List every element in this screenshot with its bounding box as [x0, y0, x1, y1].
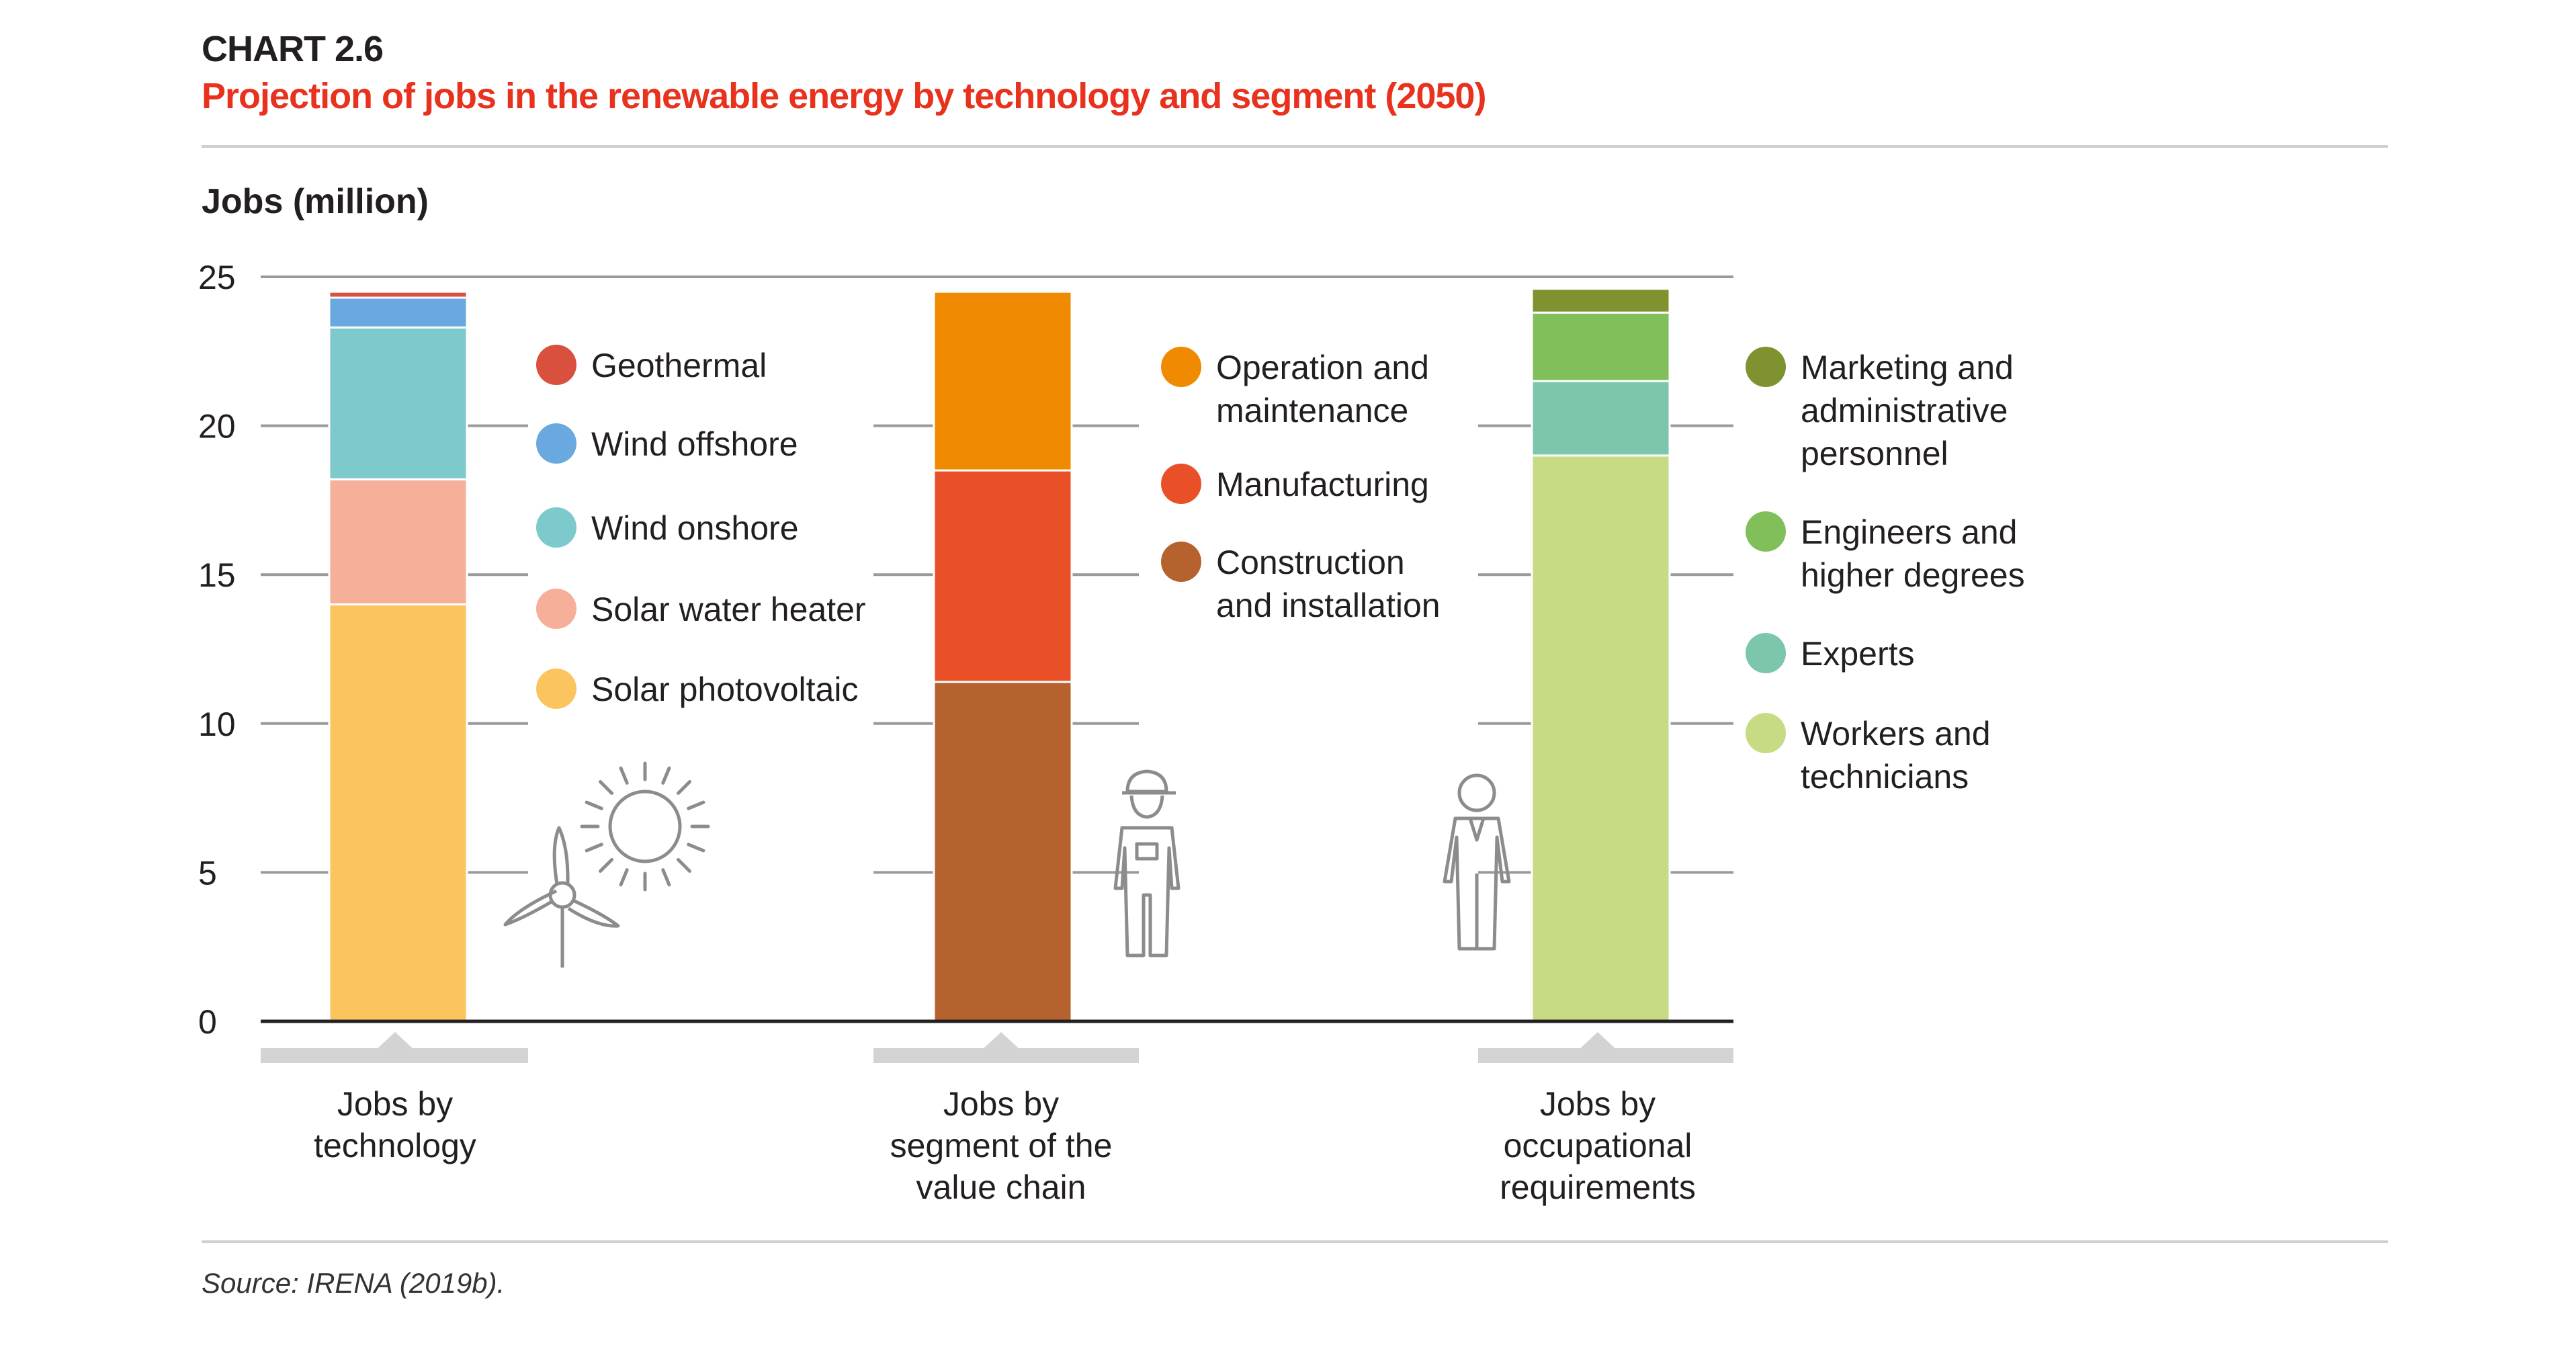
- legend-swatch-manufacturing: [1161, 464, 1201, 504]
- legend-swatch-experts: [1746, 633, 1786, 673]
- wind-turbine-icon: [503, 826, 620, 968]
- category-label: Jobs by segment of the value chain: [890, 1085, 1113, 1206]
- bottom-divider: [202, 1240, 2388, 1243]
- bar-segment-operation-maintenance: [933, 290, 1073, 472]
- legend-label: Wind offshore: [591, 425, 798, 463]
- sun-icon: [580, 761, 710, 892]
- chart-title: Projection of jobs in the renewable ener…: [202, 76, 1486, 116]
- legend-label: Workers and technicians: [1801, 715, 1991, 796]
- bar-segment-geothermal: [328, 290, 468, 299]
- category-label: Jobs by occupational requirements: [1500, 1085, 1696, 1206]
- chart-label: CHART 2.6: [202, 29, 384, 69]
- source-note: Source: IRENA (2019b).: [202, 1267, 505, 1299]
- legend-label: Construction and installation: [1216, 544, 1441, 624]
- category-label: Jobs by technology: [314, 1085, 476, 1164]
- category-bracket-notch: [376, 1032, 414, 1050]
- legend-swatch-solar-photovoltaic: [536, 669, 576, 709]
- top-divider: [202, 145, 2388, 148]
- bar-segment-engineers: [1531, 311, 1671, 382]
- category-bracket: [1478, 1048, 1733, 1063]
- y-tick-label: 5: [198, 854, 217, 892]
- bar-segment-marketing-admin: [1531, 288, 1671, 314]
- legend-label: Wind onshore: [591, 509, 799, 547]
- y-tick-label: 15: [198, 556, 236, 594]
- legend-label: Marketing and administrative personnel: [1801, 349, 2014, 472]
- office-worker-icon: [1443, 773, 1511, 951]
- bar-segment-construction-installation: [933, 681, 1073, 1023]
- legend-swatch-solar-water-heater: [536, 589, 576, 629]
- legend-swatch-engineers: [1746, 511, 1786, 552]
- legend-label: Engineers and higher degrees: [1801, 513, 2025, 594]
- hardhat-worker-icon: [1113, 769, 1180, 957]
- legend-label: Experts: [1801, 635, 1915, 673]
- legend-swatch-marketing-admin: [1746, 347, 1786, 387]
- legend-label: Geothermal: [591, 347, 767, 384]
- y-tick-label: 20: [198, 408, 236, 445]
- legend-swatch-wind-onshore: [536, 507, 576, 548]
- bar-segment-solar-water-heater: [328, 478, 468, 606]
- y-tick-label: 0: [198, 1003, 217, 1041]
- legend-swatch-workers: [1746, 713, 1786, 753]
- y-axis-label: Jobs (million): [202, 182, 429, 221]
- bar-segment-solar-photovoltaic: [328, 603, 468, 1023]
- legend-swatch-operation-maintenance: [1161, 347, 1201, 387]
- legend-label: Solar photovoltaic: [591, 671, 858, 708]
- legend-swatch-construction-installation: [1161, 542, 1201, 582]
- bar-segment-manufacturing: [933, 469, 1073, 683]
- legend-swatch-wind-offshore: [536, 423, 576, 464]
- bar-segment-experts: [1531, 380, 1671, 457]
- bar-segment-workers: [1531, 454, 1671, 1023]
- legend-swatch-geothermal: [536, 345, 576, 385]
- category-bracket: [261, 1048, 528, 1063]
- legend-label: Manufacturing: [1216, 466, 1429, 503]
- legend-label: Operation and maintenance: [1216, 349, 1429, 429]
- y-tick-label: 10: [198, 706, 236, 743]
- bar-segment-wind-onshore: [328, 326, 468, 480]
- y-tick-label: 25: [198, 259, 236, 296]
- legend-label: Solar water heater: [591, 591, 866, 628]
- category-bracket-notch: [982, 1032, 1020, 1050]
- category-bracket-notch: [1579, 1032, 1617, 1050]
- category-bracket: [873, 1048, 1139, 1063]
- bar-segment-wind-offshore: [328, 296, 468, 329]
